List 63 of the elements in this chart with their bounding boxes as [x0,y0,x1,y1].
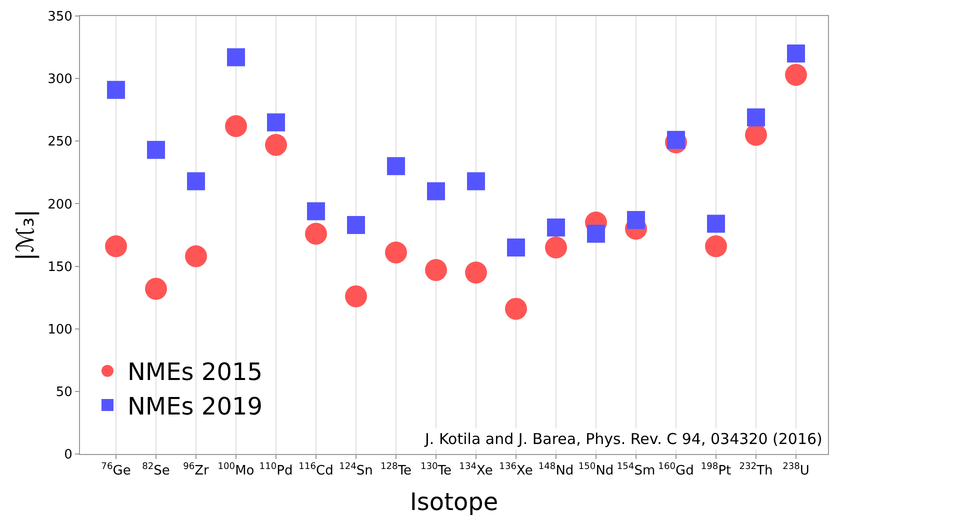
x-tick-label: $^{76}$Ge [101,462,131,479]
point [107,80,125,99]
point [387,157,405,176]
point [547,218,565,236]
x-tick-label: $^{134}$Xe [459,462,493,479]
point [345,285,367,308]
point [465,262,487,284]
x-tick-label: $^{148}$Nd [538,462,574,479]
point [747,108,765,126]
point [627,210,645,229]
x-tick-label: $^{130}$Te [420,462,452,479]
point [305,222,327,245]
point [145,278,167,300]
point [347,216,365,234]
point [667,130,685,149]
x-tick-label: $^{96}$Zr [183,462,210,479]
point [227,48,245,66]
x-axis-title: Isotope [410,488,498,516]
point [147,140,165,159]
x-tick-label: $^{150}$Nd [578,462,614,479]
point [187,172,205,190]
y-tick-label: 0 [64,448,72,463]
x-tick-label: $^{100}$Mo [218,462,254,479]
point [545,236,567,258]
point [385,242,407,264]
point [705,235,727,258]
x-tick-label: $^{198}$Pt [700,462,732,479]
point [785,64,807,86]
point [307,202,325,220]
y-tick-label: 350 [48,10,72,25]
x-tick-label: $^{110}$Pd [259,462,293,479]
legend-label: NMEs 2015 [127,358,263,386]
point [267,113,285,132]
x-tick-label: $^{136}$Xe [499,462,533,479]
point [505,298,527,320]
x-tick-label: $^{160}$Gd [658,462,694,479]
point [787,44,805,63]
x-tick-label: $^{116}$Cd [298,462,334,479]
x-tick-label: $^{124}$Sn [339,462,373,479]
point [265,134,287,156]
point [105,235,127,258]
y-tick-label: 150 [48,260,72,275]
point [185,245,207,268]
y-tick-label: 200 [48,197,72,212]
y-tick-label: 100 [48,322,72,338]
x-tick-label: $^{238}$U [782,462,810,479]
y-tick-label: 300 [48,72,72,88]
annotation: J. Kotila and J. Barea, Phys. Rev. C 94, 034320 (2016) [424,430,822,448]
y-axis-title: |ℳ₃| [12,209,40,261]
point [507,238,525,257]
x-tick-label: $^{82}$Se [142,462,170,479]
y-tick-label: 250 [48,134,72,150]
point [467,172,485,190]
legend-label: NMEs 2019 [127,392,263,420]
point [707,214,725,233]
x-tick-label: $^{154}$Sm [616,462,656,479]
point [425,259,447,282]
x-tick-label: $^{232}$Th [739,462,773,479]
point [225,115,247,138]
point [427,182,445,200]
point [587,224,605,243]
y-tick-label: 50 [56,384,72,400]
x-tick-label: $^{128}$Te [380,462,412,479]
